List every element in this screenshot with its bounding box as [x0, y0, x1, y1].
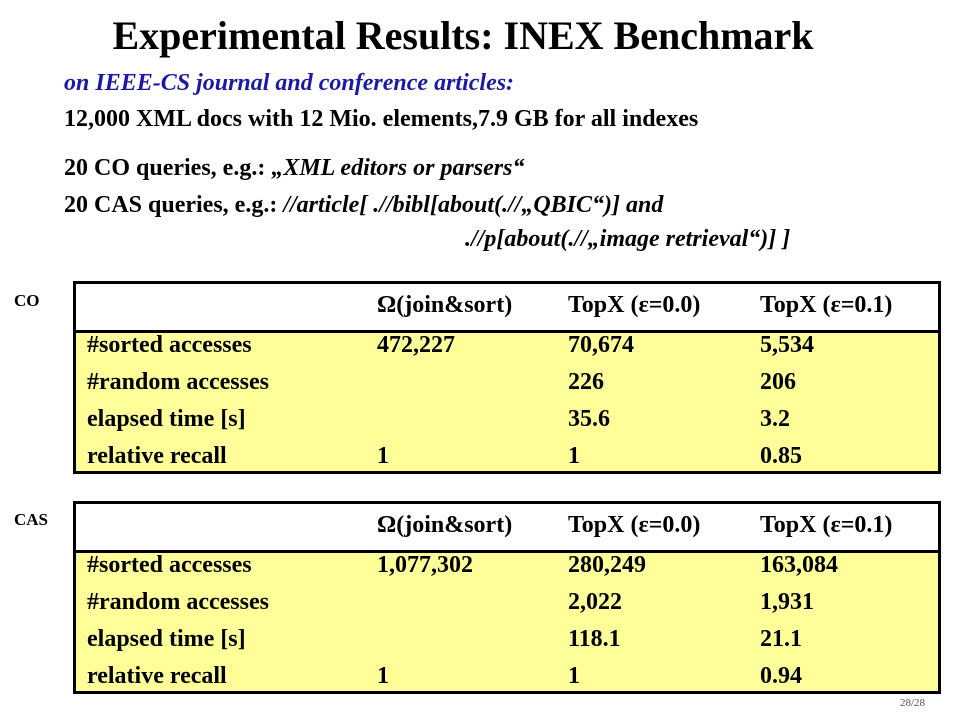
table-body: #sorted accesses 472,227 70,674 5,534 #r… — [76, 332, 938, 471]
table-cell: 1 — [568, 663, 580, 689]
co-table-label: CO — [14, 291, 40, 310]
page-number: 28/28 — [900, 697, 926, 709]
table-cell: 1,077,302 — [377, 552, 473, 578]
cas-queries-prefix: 20 CAS queries, e.g.: — [64, 192, 284, 218]
table-cell: 5,534 — [760, 332, 814, 358]
co-queries-line: 20 CO queries, e.g.: „XML editors or par… — [64, 155, 524, 182]
cas-query-continuation: .//p[about(.//„image retrieval“)] ] — [465, 226, 791, 252]
slide-title: Experimental Results: INEX Benchmark — [112, 13, 814, 58]
table-cell: 1 — [377, 663, 389, 689]
table-cell: 70,674 — [568, 332, 634, 358]
dataset-description: 12,000 XML docs with 12 Mio. elements,7.… — [64, 106, 699, 132]
row-label: relative recall — [87, 663, 227, 689]
co-queries-prefix: 20 CO queries, e.g.: — [64, 155, 272, 181]
table-cell: 3.2 — [760, 406, 790, 432]
table-header: Ω(join&sort) TopX (ε=0.0) TopX (ε=0.1) — [76, 284, 938, 333]
table-cell: 118.1 — [568, 626, 621, 652]
header-topx-eps-0-1: TopX (ε=0.1) — [760, 512, 893, 538]
cas-queries-line: 20 CAS queries, e.g.: //article[ .//bibl… — [64, 192, 663, 219]
row-label: elapsed time [s] — [87, 626, 246, 652]
table-cell: 206 — [760, 369, 796, 395]
header-topx-eps-0-1: TopX (ε=0.1) — [760, 292, 893, 318]
table-cell: 2,022 — [568, 589, 622, 615]
row-label: elapsed time [s] — [87, 406, 246, 432]
row-label: #sorted accesses — [87, 552, 252, 578]
cas-query-example: //article[ .//bibl[about(.//„QBIC“)] and — [283, 192, 664, 218]
co-query-example: „XML editors or parsers“ — [271, 155, 525, 181]
table-cell: 0.94 — [760, 663, 802, 689]
table-cell: 21.1 — [760, 626, 802, 652]
table-cell: 163,084 — [760, 552, 838, 578]
table-header: Ω(join&sort) TopX (ε=0.0) TopX (ε=0.1) — [76, 504, 938, 553]
cas-results-table: Ω(join&sort) TopX (ε=0.0) TopX (ε=0.1) #… — [73, 501, 941, 694]
table-cell: 1 — [377, 443, 389, 469]
header-omega-join-sort: Ω(join&sort) — [377, 292, 513, 318]
table-cell: 35.6 — [568, 406, 610, 432]
table-cell: 280,249 — [568, 552, 646, 578]
header-topx-eps-0-0: TopX (ε=0.0) — [568, 292, 701, 318]
header-topx-eps-0-0: TopX (ε=0.0) — [568, 512, 701, 538]
table-cell: 0.85 — [760, 443, 802, 469]
cas-table-label: CAS — [14, 510, 49, 529]
subtitle: on IEEE-CS journal and conference articl… — [64, 70, 515, 96]
table-body: #sorted accesses 1,077,302 280,249 163,0… — [76, 552, 938, 691]
row-label: #random accesses — [87, 369, 269, 395]
table-cell: 1,931 — [760, 589, 814, 615]
table-cell: 1 — [568, 443, 580, 469]
row-label: #random accesses — [87, 589, 269, 615]
co-results-table: Ω(join&sort) TopX (ε=0.0) TopX (ε=0.1) #… — [73, 281, 941, 474]
row-label: #sorted accesses — [87, 332, 252, 358]
table-cell: 226 — [568, 369, 604, 395]
row-label: relative recall — [87, 443, 227, 469]
header-omega-join-sort: Ω(join&sort) — [377, 512, 513, 538]
table-cell: 472,227 — [377, 332, 455, 358]
